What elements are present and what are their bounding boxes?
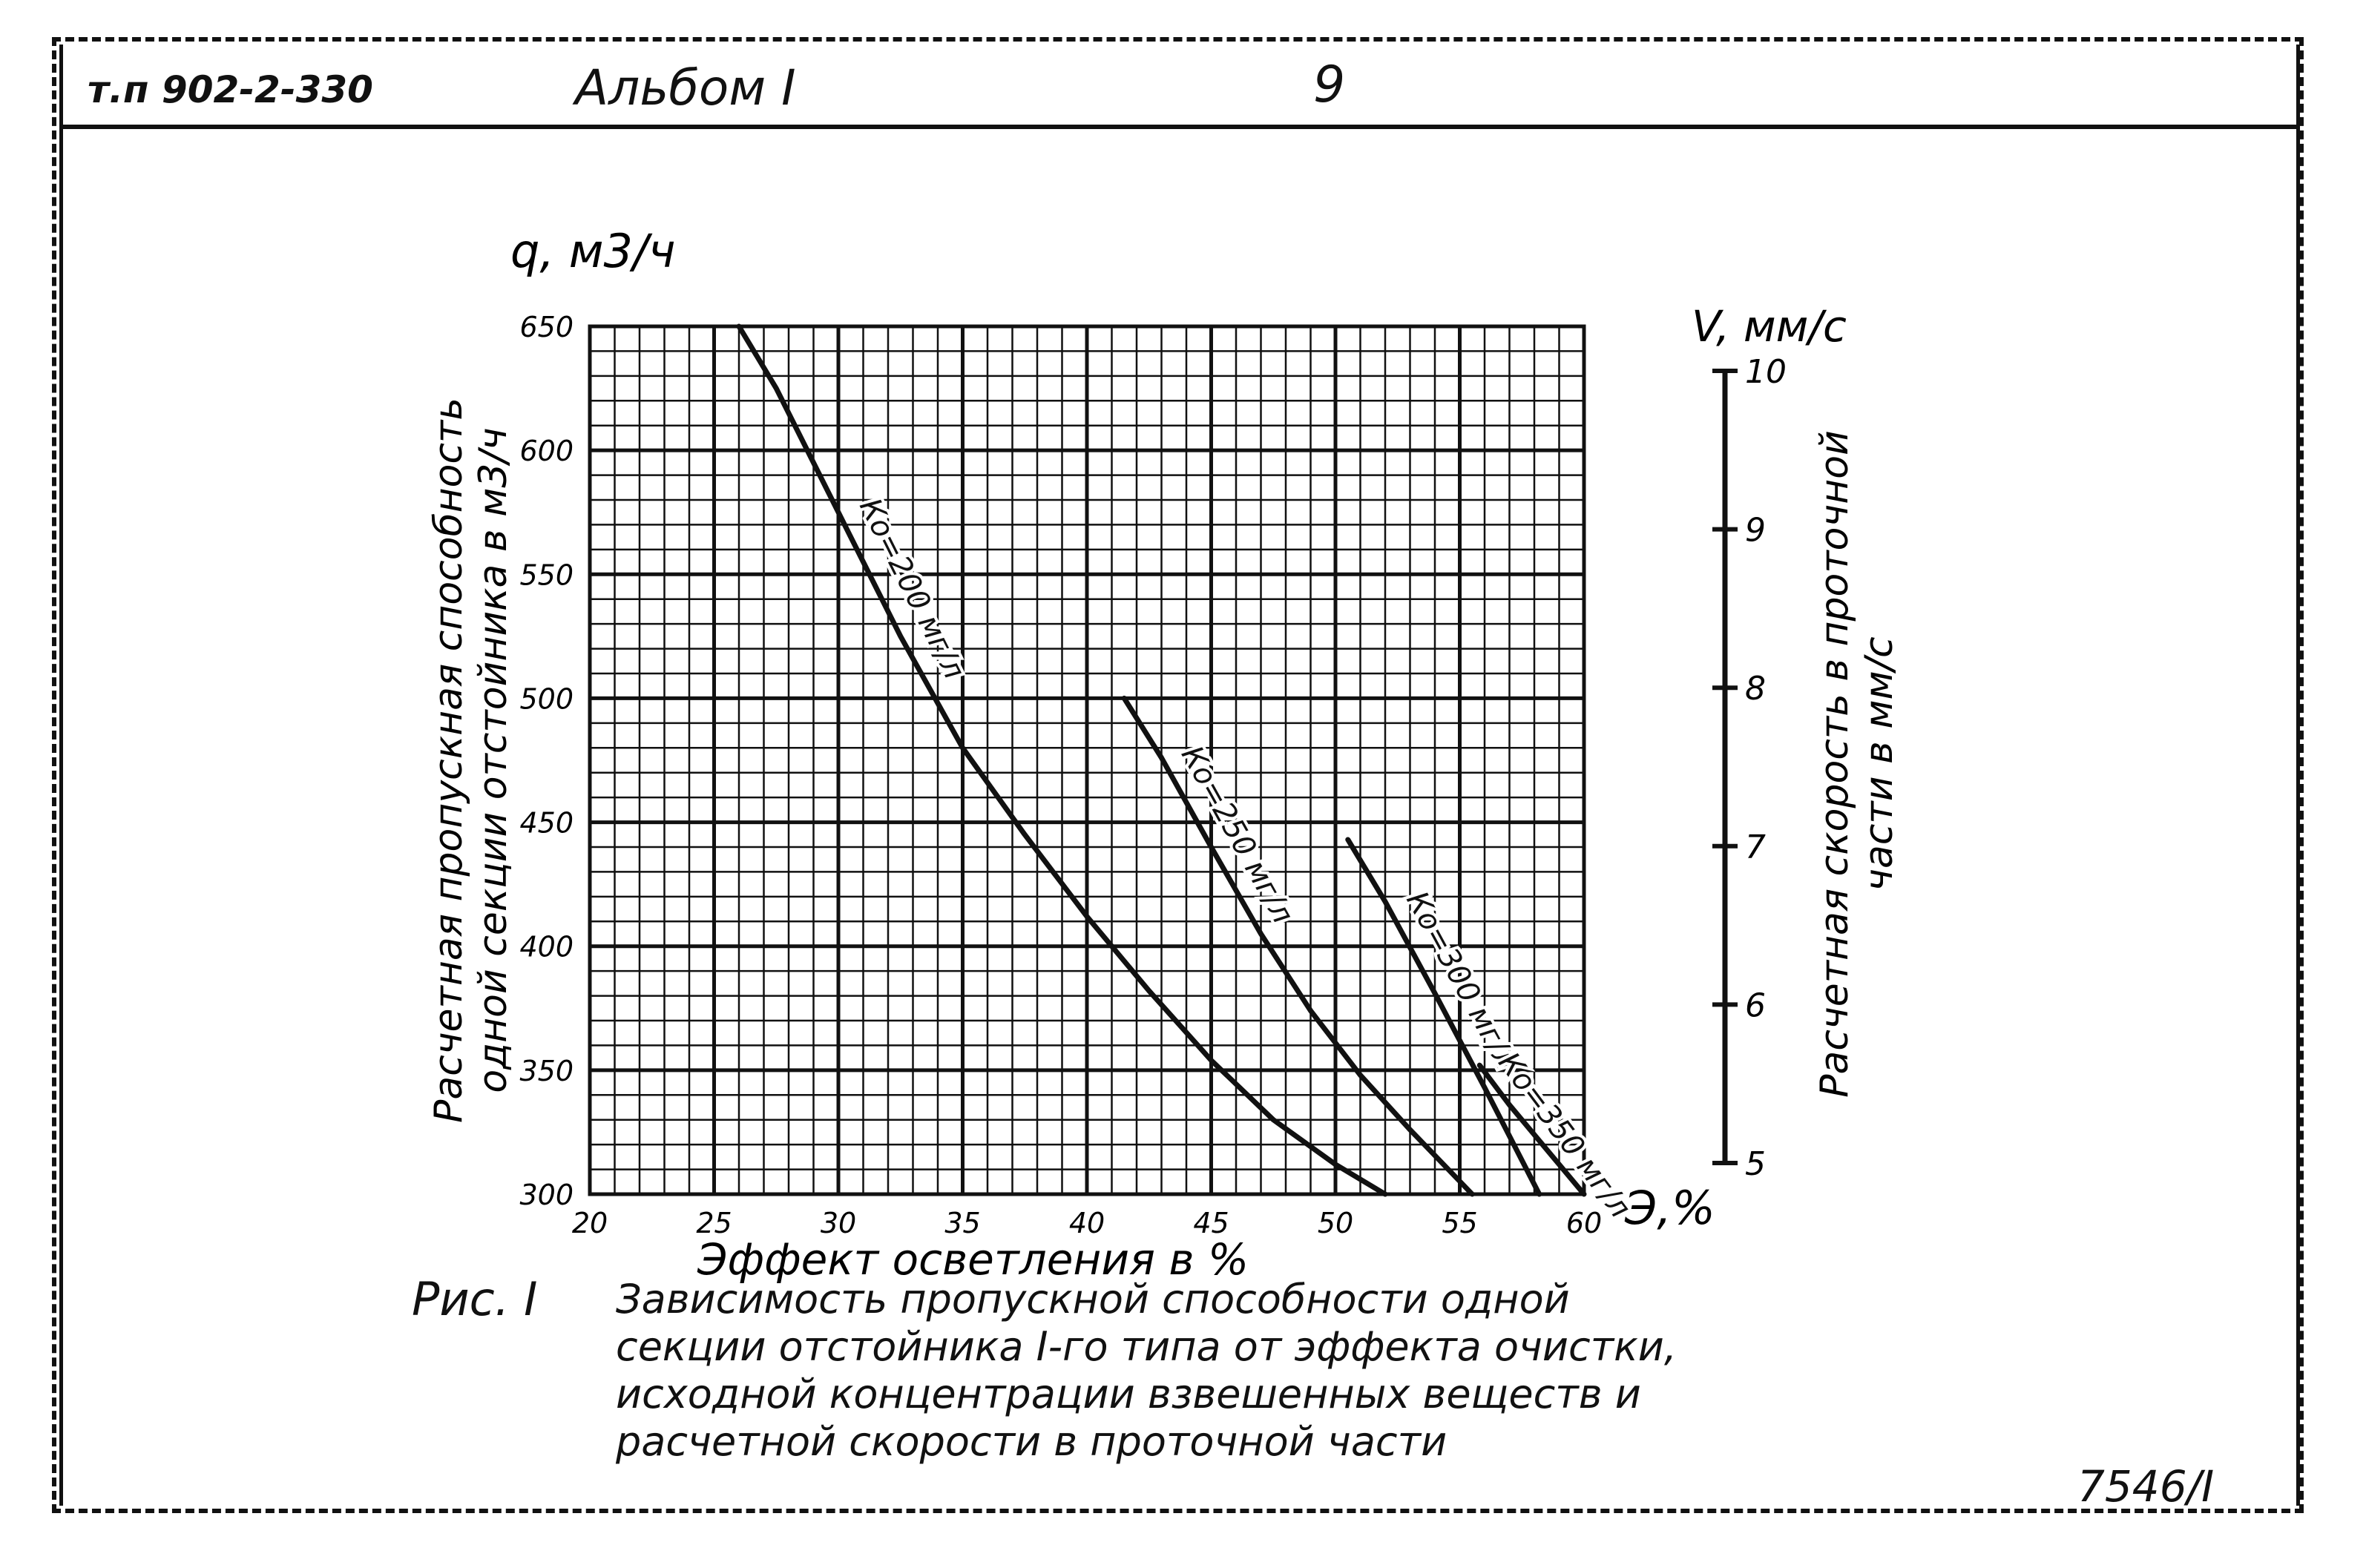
- x-tick-labels: 20 25 30 35 40 45 50 55 60: [572, 1207, 1602, 1239]
- x-axis-symbol: Э,%: [1624, 1181, 1715, 1235]
- series-layer: [736, 323, 1587, 1197]
- plot-frame: [588, 324, 1586, 1196]
- drawing-inner-frame: [59, 45, 2300, 1506]
- x-axis-title: Эффект осветления в %: [697, 1234, 1249, 1285]
- album-title: Альбом I: [575, 59, 796, 116]
- y2-tick-label: 8: [1745, 670, 1766, 708]
- y2-tick-label: 5: [1745, 1145, 1766, 1183]
- x-tick-label: 60: [1566, 1207, 1602, 1239]
- page-number: 9: [1313, 56, 1346, 114]
- series-line: [1476, 1062, 1587, 1197]
- x-tick-label: 25: [696, 1207, 732, 1239]
- document-code: т.п 902-2-330: [88, 68, 373, 111]
- title-block-line: [59, 125, 2300, 129]
- y-tick-label: 500: [519, 682, 574, 715]
- y-axis-symbol: q, м3/ч: [510, 224, 676, 278]
- y2-tick-labels: 5 6 7 8 9 10: [1712, 353, 1787, 1183]
- caption-line: Зависимость пропускной способности одной: [616, 1276, 1570, 1322]
- y-tick-label: 400: [519, 931, 574, 963]
- y-axis-title-line-2: одной секции отстойника в м3/ч: [471, 427, 516, 1093]
- caption-line: расчетной скорости в проточной части: [616, 1418, 1447, 1465]
- x-tick-label: 50: [1318, 1207, 1353, 1239]
- y-tick-label: 600: [519, 435, 574, 467]
- x-tick-label: 45: [1193, 1207, 1229, 1239]
- y-axis-title-line-1: Расчетная пропускная способность: [427, 398, 471, 1123]
- y-tick-labels: 300 350 400 450 500 550 600 650: [519, 311, 574, 1211]
- y-tick-label: 650: [519, 311, 574, 343]
- y2-tick-label: 6: [1745, 986, 1766, 1024]
- x-tick-label: 30: [821, 1207, 856, 1239]
- caption-line: секции отстойника I-го типа от эффекта о…: [616, 1323, 1677, 1370]
- y2-tick-label: 9: [1745, 512, 1766, 550]
- drawing-frame: [52, 37, 2304, 1513]
- y-tick-label: 450: [519, 807, 574, 840]
- y2-tick-label: 7: [1745, 829, 1766, 866]
- y2-tick-label: 10: [1745, 353, 1787, 391]
- y-tick-label: 550: [519, 559, 574, 591]
- series-line: [1345, 837, 1542, 1197]
- y-tick-label: 350: [519, 1055, 574, 1087]
- x-tick-label: 40: [1069, 1207, 1105, 1239]
- caption-line: исходной концентрации взвешенных веществ…: [616, 1371, 1641, 1417]
- series-line: [736, 323, 1388, 1197]
- x-tick-label: 35: [944, 1207, 980, 1239]
- y2-axis-title-line-2: части в мм/с: [1857, 636, 1902, 892]
- series-label: Ко=350 мг/л: [1491, 1047, 1637, 1225]
- y-tick-label: 300: [519, 1179, 574, 1211]
- chart-grid: [588, 324, 1586, 1196]
- y2-axis-symbol: V, мм/с: [1692, 301, 1847, 352]
- series-line: [1121, 695, 1475, 1197]
- x-tick-label: 55: [1442, 1207, 1477, 1239]
- series-label: Ко=250 мг/л: [1174, 740, 1300, 929]
- figure-label: Рис. I: [412, 1272, 538, 1326]
- inventory-number: 7546/I: [2077, 1461, 2215, 1512]
- x-tick-label: 20: [572, 1207, 608, 1239]
- y2-axis-title-line-1: Расчетная скорость в проточной: [1813, 430, 1857, 1098]
